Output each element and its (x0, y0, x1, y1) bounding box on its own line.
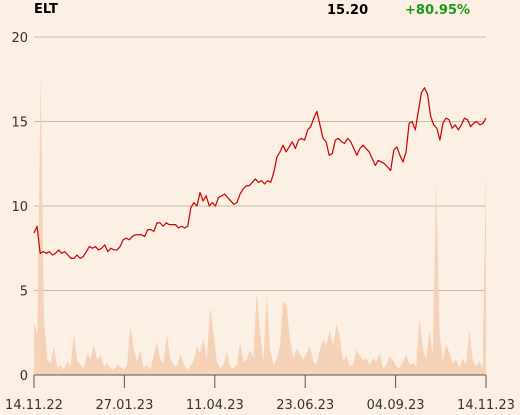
tick-labels: 0 5 10 15 20 14.11.22 27.01.23 11.04.23 23.06.23… (5, 31, 515, 413)
percent-change: +80.95% (405, 3, 471, 18)
y-tick-label: 10 (11, 200, 28, 215)
volume-area-layer (34, 75, 486, 376)
x-tick-label: 14.11.22 (5, 398, 63, 413)
price-line (33, 87, 487, 259)
x-tick-label: 14.11.23 (457, 398, 515, 413)
x-tick-label: 23.06.23 (276, 398, 334, 413)
price-line-layer (33, 87, 487, 259)
quote-header: ELT 15.20 +80.95% (0, 0, 520, 22)
y-tick-label: 0 (20, 369, 28, 384)
y-tick-label: 5 (20, 285, 28, 300)
ticker-symbol: ELT (34, 2, 58, 17)
grid-lines (34, 36, 486, 291)
x-tick-label: 04.09.23 (367, 398, 425, 413)
y-tick-label: 20 (11, 31, 28, 46)
y-tick-label: 15 (11, 116, 28, 131)
last-price: 15.20 (327, 3, 369, 18)
volume-area (34, 75, 486, 376)
x-tick-label: 11.04.23 (186, 398, 244, 413)
x-axis (33, 374, 487, 388)
x-tick-label: 27.01.23 (95, 398, 153, 413)
